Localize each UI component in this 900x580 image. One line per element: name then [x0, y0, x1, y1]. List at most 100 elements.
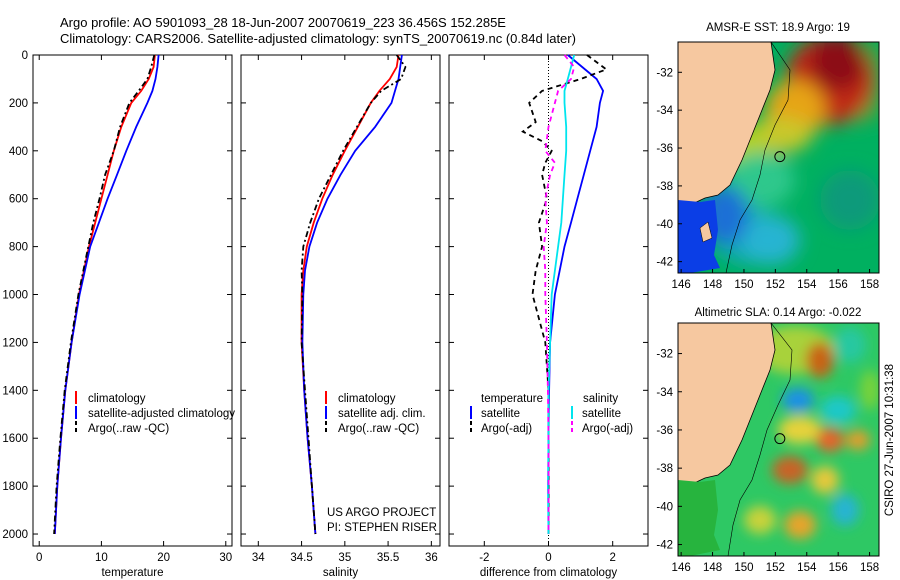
header-line-2: Climatology: CARS2006. Satellite-adjuste…	[60, 31, 576, 46]
temperature-ytick-label: 1600	[2, 433, 28, 445]
temperature-ytick-label: 800	[9, 242, 28, 254]
legend-diff-sal-argo: Argo(-adj)	[582, 423, 633, 435]
sst_map-xtick-label: 152	[766, 279, 785, 291]
temperature-ytick-label: 600	[9, 194, 28, 206]
sla_map-xtick-label: 158	[860, 562, 879, 574]
sla_map-ytick-label: -34	[656, 387, 673, 399]
sla-argo-marker	[774, 433, 786, 445]
sla_map-xtick-label: 156	[829, 562, 848, 574]
temperature-ytick-label: 1400	[2, 385, 28, 397]
salinity-xtick-label: 36	[425, 552, 438, 564]
salinity-xtick-label: 35.5	[377, 552, 399, 564]
difference-series-temperature-argo	[521, 54, 609, 534]
salinity-series-satellite	[301, 54, 403, 535]
legend-diff-sal-satellite: satellite	[582, 408, 621, 420]
sst-bass-strait	[678, 200, 720, 273]
salinity-xtick-label: 35	[338, 552, 351, 564]
temperature-ytick-label: 1200	[2, 337, 28, 349]
sst-island	[699, 221, 713, 243]
legend-sal-argo: Argo(..raw -QC)	[338, 423, 419, 435]
sst-shelf-contour	[725, 42, 791, 273]
salinity-frame	[240, 54, 441, 547]
project-line-1: US ARGO PROJECT	[327, 507, 436, 519]
difference-series-salinity-satellite	[546, 54, 576, 535]
sst_map-ytick-label: -32	[656, 67, 673, 79]
legend-temp-argo: Argo(..raw -QC)	[88, 423, 169, 435]
sla_map-ytick-label: -32	[656, 349, 673, 361]
difference-xtick-label: 2	[609, 552, 615, 564]
sst-argo-marker	[774, 151, 786, 163]
salinity-xtick-label: 34.5	[290, 552, 312, 564]
timestamp-stamp: CSIRO 27-Jun-2007 10:31:38	[884, 364, 896, 516]
legend-sal-climatology: climatology	[338, 393, 396, 405]
sla_map-xtick-label: 150	[734, 562, 753, 574]
sst_map-xtick-label: 156	[829, 279, 848, 291]
salinity-legend: climatology satellite adj. clim. Argo(..…	[325, 391, 426, 435]
project-line-2: PI: STEPHEN RISER	[327, 522, 437, 534]
sst_map-xtick-label: 148	[703, 279, 722, 291]
temperature-ytick-label: 1800	[2, 481, 28, 493]
sst_map-xtick-label: 146	[672, 279, 691, 291]
sla-field	[744, 326, 879, 539]
legend-diff-temp-argo: Argo(-adj)	[481, 423, 532, 435]
temperature-xtick-label: 0	[36, 552, 42, 564]
header-line-1: Argo profile: AO 5901093_28 18-Jun-2007 …	[60, 15, 506, 30]
legend-temp-satellite: satellite-adjusted climatology	[88, 408, 235, 420]
sst_map-xtick-label: 158	[860, 279, 879, 291]
salinity-panel: 34 34.5 35 35.5 36 salinity	[240, 54, 441, 579]
temperature-ytick-label: 2000	[2, 529, 28, 541]
temperature-xlabel: temperature	[101, 567, 163, 579]
sst-map-axes: 146 148 150 152 154 156 158 -32 -34 -36 -38 -40 -42	[656, 67, 879, 291]
sla_map-xtick-label: 154	[797, 562, 817, 574]
sst_map-ytick-label: -42	[656, 257, 673, 269]
sst_map-ytick-label: -40	[656, 219, 673, 231]
salinity-series-argo	[300, 54, 407, 535]
legend-diff-temperature-title: temperature	[481, 393, 543, 405]
sla_map-xtick-label: 152	[766, 562, 785, 574]
temperature-ytick-label: 1000	[2, 290, 28, 302]
sla-map-frame	[677, 322, 880, 557]
temperature-xtick-label: 30	[219, 552, 232, 564]
sla-map-axes: 146 148 150 152 154 156 158 -32 -34 -36 -38 -40 -42	[656, 349, 879, 574]
difference-panel: -2 0 2 difference from climatology	[448, 54, 649, 579]
salinity-xtick-label: 34	[252, 552, 265, 564]
sst_map-ytick-label: -38	[656, 181, 673, 193]
sst-map	[678, 42, 879, 273]
sla_map-ytick-label: -36	[656, 425, 673, 437]
legend-sal-satellite: satellite adj. clim.	[338, 408, 426, 420]
sla_map-ytick-label: -40	[656, 501, 673, 513]
temperature-ytick-label: 0	[22, 50, 28, 62]
sla_map-xtick-label: 148	[703, 562, 722, 574]
sla_map-ytick-label: -42	[656, 540, 673, 552]
sla_map-ytick-label: -38	[656, 463, 673, 475]
difference-xtick-label: 0	[545, 552, 551, 564]
sst_map-xtick-label: 154	[797, 279, 817, 291]
sst-map-title: AMSR-E SST: 18.9 Argo: 19	[706, 22, 850, 34]
temperature-xtick-label: 20	[157, 552, 170, 564]
legend-diff-temp-satellite: satellite	[481, 408, 520, 420]
temperature-frame	[32, 54, 233, 547]
temperature-series-argo	[53, 54, 156, 535]
sla-shelf-contour	[727, 323, 793, 556]
sla-bass-strait	[678, 480, 720, 556]
difference-legend: temperature satellite Argo(-adj) salinit…	[470, 393, 633, 435]
sst-field	[701, 42, 879, 265]
difference-series-salinity-argo	[542, 54, 576, 534]
sla-map-title: Altimetric SLA: 0.14 Argo: -0.022	[695, 307, 862, 319]
sst_map-ytick-label: -36	[656, 143, 673, 155]
sst-map-frame	[677, 41, 880, 274]
temperature-ytick-label: 200	[9, 98, 28, 110]
difference-xtick-label: -2	[479, 552, 489, 564]
temperature-panel: 0 10 20 30 0 200 400 600 800 1000 1200 1400 1600 1800…	[2, 50, 233, 579]
sst_map-ytick-label: -34	[656, 105, 673, 117]
sst_map-xtick-label: 150	[734, 279, 753, 291]
temperature-legend: climatology satellite-adjusted climatolo…	[75, 391, 235, 435]
sla-map	[678, 323, 879, 556]
legend-temp-climatology: climatology	[88, 393, 146, 405]
temperature-xtick-label: 10	[95, 552, 108, 564]
difference-xlabel: difference from climatology	[480, 567, 617, 579]
temperature-ytick-label: 400	[9, 146, 28, 158]
sla_map-xtick-label: 146	[672, 562, 691, 574]
salinity-xlabel: salinity	[323, 567, 358, 579]
